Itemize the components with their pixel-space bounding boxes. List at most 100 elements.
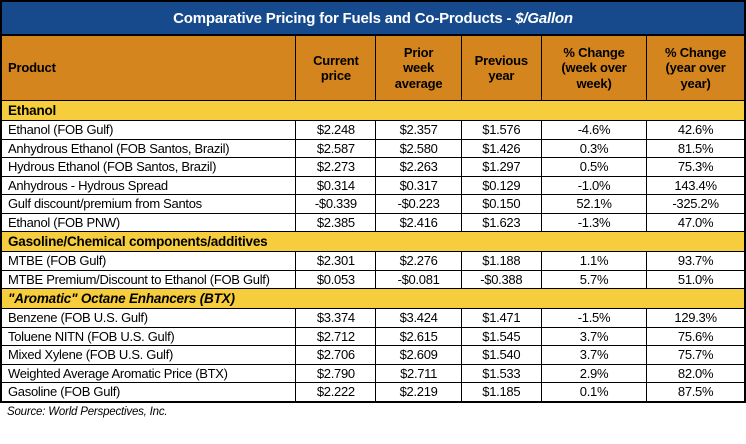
value-cell: 81.5% bbox=[646, 138, 746, 158]
value-cell: 82.0% bbox=[646, 363, 746, 383]
product-name-cell: Mixed Xylene (FOB U.S. Gulf) bbox=[0, 345, 297, 365]
table-row: Anhydrous - Hydrous Spread $0.314 $0.317 $0… bbox=[0, 175, 746, 195]
column-header-pct-change-wow: % Change (week over week) bbox=[540, 34, 648, 101]
value-cell: $2.276 bbox=[375, 251, 462, 271]
column-header-prior-week-average: Prior week average bbox=[375, 34, 462, 101]
value-cell: $2.790 bbox=[295, 363, 377, 383]
value-cell: 0.3% bbox=[540, 138, 648, 158]
table-title-text: Comparative Pricing for Fuels and Co-Pro… bbox=[173, 10, 516, 27]
value-cell: $2.385 bbox=[295, 212, 377, 232]
value-cell: 75.6% bbox=[646, 326, 746, 346]
value-cell: $2.222 bbox=[295, 382, 377, 402]
value-cell: 5.7% bbox=[540, 269, 648, 289]
value-cell: 51.0% bbox=[646, 269, 746, 289]
product-name-cell: Hydrous Ethanol (FOB Santos, Brazil) bbox=[0, 157, 297, 177]
value-cell: -1.5% bbox=[540, 308, 648, 328]
value-cell: 143.4% bbox=[646, 175, 746, 195]
table-row: Ethanol (FOB PNW) $2.385 $2.416 $1.623 -1.3%… bbox=[0, 212, 746, 232]
value-cell: $1.471 bbox=[460, 308, 542, 328]
product-name-cell: Anhydrous Ethanol (FOB Santos, Brazil) bbox=[0, 138, 297, 158]
section-header-label: "Aromatic" Octane Enhancers (BTX) bbox=[0, 288, 746, 309]
value-cell: 2.9% bbox=[540, 363, 648, 383]
value-cell: $1.623 bbox=[460, 212, 542, 232]
value-cell: 0.5% bbox=[540, 157, 648, 177]
title-row: Comparative Pricing for Fuels and Co-Pro… bbox=[0, 0, 746, 36]
value-cell: 75.7% bbox=[646, 345, 746, 365]
value-cell: $2.248 bbox=[295, 120, 377, 140]
value-cell: 75.3% bbox=[646, 157, 746, 177]
value-cell: $2.580 bbox=[375, 138, 462, 158]
product-name-cell: Gulf discount/premium from Santos bbox=[0, 194, 297, 214]
product-name-cell: Ethanol (FOB PNW) bbox=[0, 212, 297, 232]
value-cell: $2.615 bbox=[375, 326, 462, 346]
table-row: Weighted Average Aromatic Price (BTX) $2.… bbox=[0, 363, 746, 383]
product-name-cell: Weighted Average Aromatic Price (BTX) bbox=[0, 363, 297, 383]
value-cell: $1.540 bbox=[460, 345, 542, 365]
value-cell: $2.706 bbox=[295, 345, 377, 365]
table-row: Gasoline (FOB Gulf) $2.222 $2.219 $1.185 0.1… bbox=[0, 382, 746, 402]
value-cell: 93.7% bbox=[646, 251, 746, 271]
value-cell: 129.3% bbox=[646, 308, 746, 328]
table-title: Comparative Pricing for Fuels and Co-Pro… bbox=[0, 0, 746, 36]
section-header-row: Gasoline/Chemical components/additives bbox=[0, 231, 746, 252]
value-cell: -$0.223 bbox=[375, 194, 462, 214]
value-cell: $0.314 bbox=[295, 175, 377, 195]
value-cell: -4.6% bbox=[540, 120, 648, 140]
value-cell: $2.712 bbox=[295, 326, 377, 346]
value-cell: $2.609 bbox=[375, 345, 462, 365]
value-cell: 47.0% bbox=[646, 212, 746, 232]
value-cell: -1.0% bbox=[540, 175, 648, 195]
value-cell: 3.7% bbox=[540, 326, 648, 346]
column-header-previous-year: Previous year bbox=[460, 34, 542, 101]
table-row: Toluene NITN (FOB U.S. Gulf) $2.712 $2.615… bbox=[0, 326, 746, 346]
table-row: Mixed Xylene (FOB U.S. Gulf) $2.706 $2.609… bbox=[0, 345, 746, 365]
product-name-cell: Gasoline (FOB Gulf) bbox=[0, 382, 297, 402]
value-cell: -1.3% bbox=[540, 212, 648, 232]
value-cell: $2.219 bbox=[375, 382, 462, 402]
value-cell: -$0.388 bbox=[460, 269, 542, 289]
value-cell: $1.533 bbox=[460, 363, 542, 383]
source-note: Source: World Perspectives, Inc. bbox=[7, 405, 168, 418]
table-row: Ethanol (FOB Gulf) $2.248 $2.357 $1.576 -4.6… bbox=[0, 120, 746, 140]
section-header-label: Gasoline/Chemical components/additives bbox=[0, 231, 746, 252]
value-cell: $1.297 bbox=[460, 157, 542, 177]
value-cell: $1.426 bbox=[460, 138, 542, 158]
product-name-cell: Toluene NITN (FOB U.S. Gulf) bbox=[0, 326, 297, 346]
product-name-cell: Anhydrous - Hydrous Spread bbox=[0, 175, 297, 195]
column-header-row: Product Current price Prior week average… bbox=[0, 34, 746, 101]
value-cell: $2.416 bbox=[375, 212, 462, 232]
section-header-label: Ethanol bbox=[0, 100, 746, 121]
value-cell: -$0.081 bbox=[375, 269, 462, 289]
value-cell: $1.545 bbox=[460, 326, 542, 346]
value-cell: $0.317 bbox=[375, 175, 462, 195]
table-row: Anhydrous Ethanol (FOB Santos, Brazil) $2… bbox=[0, 138, 746, 158]
column-header-product: Product bbox=[0, 34, 297, 101]
table-row: Gulf discount/premium from Santos -$0.339… bbox=[0, 194, 746, 214]
value-cell: $0.150 bbox=[460, 194, 542, 214]
product-name-cell: MTBE Premium/Discount to Ethanol (FOB Gu… bbox=[0, 269, 297, 289]
value-cell: $0.053 bbox=[295, 269, 377, 289]
column-header-pct-change-yoy: % Change (year over year) bbox=[646, 34, 746, 101]
product-name-cell: Ethanol (FOB Gulf) bbox=[0, 120, 297, 140]
value-cell: $3.374 bbox=[295, 308, 377, 328]
value-cell: 0.1% bbox=[540, 382, 648, 402]
table-row: Benzene (FOB U.S. Gulf) $3.374 $3.424 $1.47… bbox=[0, 308, 746, 328]
product-name-cell: MTBE (FOB Gulf) bbox=[0, 251, 297, 271]
value-cell: 42.6% bbox=[646, 120, 746, 140]
product-name-cell: Benzene (FOB U.S. Gulf) bbox=[0, 308, 297, 328]
table-row: Hydrous Ethanol (FOB Santos, Brazil) $2.2… bbox=[0, 157, 746, 177]
table-title-unit: $/Gallon bbox=[515, 10, 573, 27]
value-cell: 3.7% bbox=[540, 345, 648, 365]
column-header-current-price: Current price bbox=[295, 34, 377, 101]
value-cell: $3.424 bbox=[375, 308, 462, 328]
value-cell: $2.357 bbox=[375, 120, 462, 140]
value-cell: -$0.339 bbox=[295, 194, 377, 214]
value-cell: 87.5% bbox=[646, 382, 746, 402]
value-cell: 52.1% bbox=[540, 194, 648, 214]
value-cell: $2.273 bbox=[295, 157, 377, 177]
value-cell: $2.587 bbox=[295, 138, 377, 158]
value-cell: 1.1% bbox=[540, 251, 648, 271]
table-body: Ethanol Ethanol (FOB Gulf) $2.248 $2.357 $1.… bbox=[0, 100, 746, 402]
section-header-row: Ethanol bbox=[0, 100, 746, 121]
